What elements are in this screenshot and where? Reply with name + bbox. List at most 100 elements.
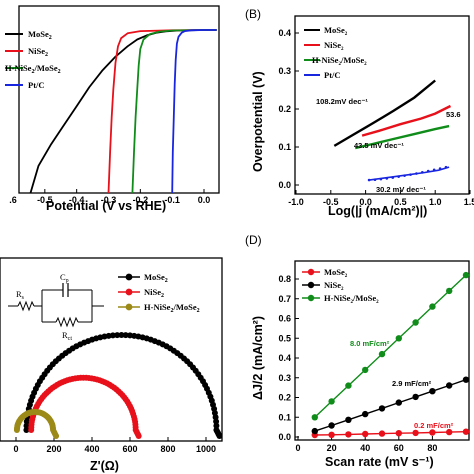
d-point-h-nise2-mose2 (362, 366, 369, 374)
d-point-nise2 (345, 416, 352, 423)
panel-d-legend: MoSe2 NiSe2 H-NiSe2/MoSe2 (302, 267, 379, 305)
c-point-mose2 (109, 332, 116, 339)
panel-a-frame (18, 5, 220, 194)
a-xtick-label: -0.2 (133, 195, 149, 205)
b-ytick-label: 0.0 (278, 180, 291, 190)
d-point-mose2 (429, 429, 436, 436)
a-xtick-label: 0.0 (198, 195, 211, 205)
d-point-h-nise2-mose2 (395, 335, 402, 342)
b-ptc-point (415, 172, 418, 175)
c-point-mose2 (213, 422, 220, 429)
d-ytick-label: 0.4 (278, 353, 291, 363)
panel-c-legend: MoSe2 NiSe2 H-NiSe2/MoSe2 (118, 272, 200, 314)
d-point-h-nise2-mose2 (429, 303, 436, 310)
legend-c-nise2: NiSe2 (144, 287, 164, 299)
b-ytick-label: 0.4 (278, 28, 291, 38)
d-point-nise2 (328, 422, 335, 429)
legend-c-nise2-marker (125, 288, 133, 296)
d-xtick-label: 20 (327, 443, 337, 453)
legend-a-mose2: MoSe2 (28, 29, 52, 41)
circuit-rs-label: Rs (16, 289, 25, 301)
legend-c-mose2-marker (125, 273, 133, 281)
d-fit-mose2 (314, 431, 467, 436)
legend-c-h-marker (125, 303, 133, 311)
c-tail-mose2 (216, 433, 223, 439)
panel-c-points (13, 332, 223, 439)
c-tail-h-nise2-mose2 (53, 433, 60, 439)
d-ytick-label: 0.8 (278, 274, 291, 284)
b-ptc-point (379, 177, 383, 181)
a-series-nise2 (107, 29, 217, 194)
panel-c-frame (0, 257, 223, 442)
panel-b-y-label: Overpotential (V) (251, 71, 265, 172)
b-xtick-label: 1.0 (429, 197, 442, 207)
d-xtick-label: 0 (295, 443, 300, 453)
b-ptc-point (444, 165, 448, 169)
d-xtick-label: 80 (427, 443, 437, 453)
panel-c-x-label: Z'(Ω) (90, 459, 119, 473)
d-point-h-nise2-mose2 (345, 382, 352, 389)
legend-d-h-marker (307, 294, 315, 302)
annotation-b-mose2: 108.2mV dec⁻¹ (316, 97, 368, 106)
d-point-mose2 (412, 429, 419, 437)
annotation-b-ptc: 30.2 mV dec⁻¹ (376, 185, 426, 194)
panel-b-label: (B) (245, 7, 261, 21)
circuit-rct-label: Rct (62, 330, 72, 342)
panel-a-legend: MoSe2 NiSe2 H-NiSe2/MoSe2 Pt/C (5, 29, 61, 90)
panel-b-ticks: -1.0 -0.5 0.0 0.5 1.0 1.5 0.0 0.1 0.2 0.3 0.4 (278, 28, 474, 207)
d-ytick-label: 0.1 (278, 412, 291, 422)
resistor-rs-icon (17, 300, 35, 312)
d-ytick-label: 0.0 (278, 432, 291, 442)
d-xtick-label: 40 (360, 443, 370, 453)
c-point-mose2 (122, 332, 129, 339)
panel-c: 0 200 400 600 800 1000 Rs Cp Rct MoSe2 (0, 257, 223, 473)
d-point-nise2 (412, 393, 419, 401)
d-ytick-label: 0.5 (278, 333, 291, 343)
panel-d-points (311, 271, 470, 439)
legend-a-ptc: Pt/C (28, 80, 45, 90)
b-ptc-point (438, 167, 442, 170)
c-xtick-label: 600 (122, 444, 137, 454)
resistor-rct-icon (55, 316, 79, 328)
panel-d-y-label: ΔJ/2 (mA/cm²) (251, 316, 265, 400)
d-point-h-nise2-mose2 (446, 287, 453, 295)
b-ptc-point (373, 178, 377, 182)
panel-d-frame (294, 260, 470, 441)
d-point-nise2 (362, 410, 369, 418)
c-xtick-label: 200 (46, 444, 61, 454)
d-point-h-nise2-mose2 (328, 398, 335, 405)
panel-a-x-label: Potential (V vs RHE) (46, 199, 166, 213)
a-xtick-label: -0.4 (69, 195, 85, 205)
legend-d-mose2: MoSe2 (324, 267, 348, 279)
c-xtick-label: 800 (160, 444, 175, 454)
b-xtick-label: -1.0 (288, 197, 304, 207)
legend-b-h-nise2-mose2: H-NiSe2/MoSe2 (312, 55, 367, 67)
d-point-nise2 (378, 405, 386, 412)
legend-d-mose2-marker (307, 268, 315, 276)
d-ytick-label: 0.7 (278, 294, 291, 304)
d-point-nise2 (395, 399, 402, 406)
a-series-h-nise2-mose2 (131, 29, 217, 194)
panel-a: .6 -0.5 -0.4 -0.3 -0.2 -0.1 0.0 MoSe2 NiSe2 H-… (5, 5, 220, 213)
d-point-h-nise2-mose2 (412, 319, 419, 326)
panel-b-x-label: Log(|j (mA/cm²)|) (328, 204, 427, 218)
b-ytick-label: 0.2 (278, 104, 291, 114)
d-point-mose2 (395, 430, 402, 437)
panel-b-curves (333, 79, 452, 182)
b-xtick-label: 0.0 (359, 197, 372, 207)
b-ptc-point (367, 178, 371, 182)
annotation-b-h: 43.5 mV dec⁻¹ (354, 141, 404, 150)
d-point-h-nise2-mose2 (462, 271, 470, 279)
panel-b: (B) -1.0 -0.5 0.0 0.5 1.0 1.50.00.10.20.30.4 … (245, 7, 474, 218)
panel-a-curves (29, 29, 217, 194)
d-point-nise2 (429, 388, 436, 395)
panel-d-ticks: 0 20 40 60 80 0.0 0.1 0.2 0.3 0.4 0.5 0.6 0.7 0.8 (278, 274, 437, 453)
b-ptc-point (432, 168, 436, 172)
legend-b-nise2: NiSe2 (324, 40, 344, 52)
b-ytick-label: 0.1 (278, 142, 291, 152)
b-series-mose2 (333, 79, 436, 147)
d-ytick-label: 0.6 (278, 314, 291, 324)
d-point-mose2 (462, 428, 470, 435)
d-point-h-nise2-mose2 (378, 350, 386, 358)
